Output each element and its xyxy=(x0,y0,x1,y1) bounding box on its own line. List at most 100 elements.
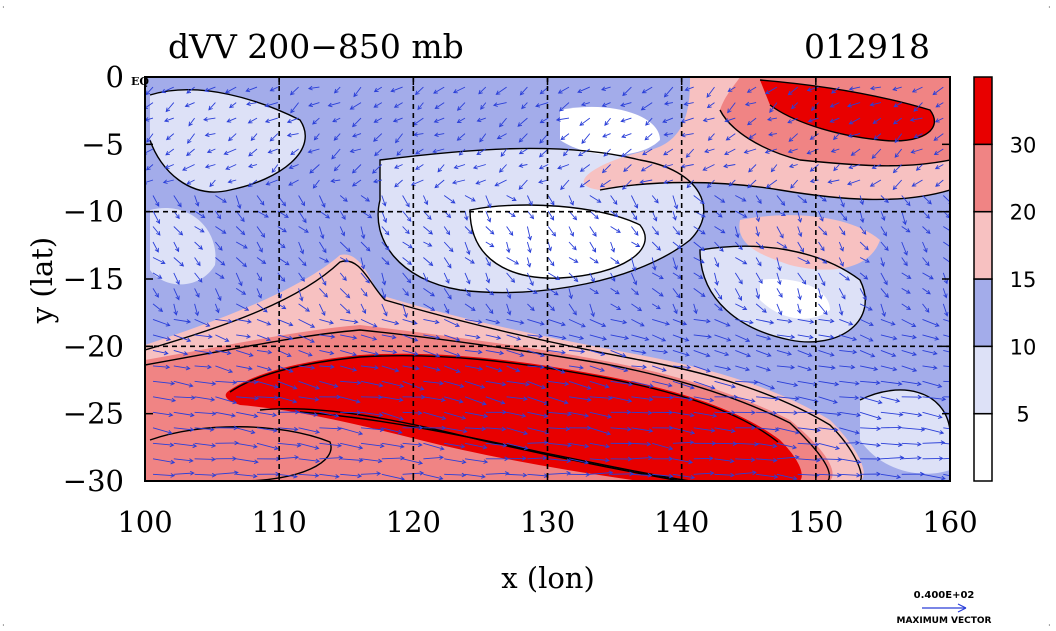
wind-arrow xyxy=(809,164,819,172)
wind-arrow xyxy=(319,364,335,370)
wind-arrow xyxy=(704,148,715,154)
wind-arrow xyxy=(527,318,545,326)
wind-arrow xyxy=(381,272,387,286)
y-axis: 0 −5 −10 −15 −20 −25 −30 EQ xyxy=(63,60,950,498)
wind-arrow xyxy=(437,164,445,173)
wind-arrow xyxy=(693,303,698,315)
wind-arrow xyxy=(204,86,216,93)
wind-arrow xyxy=(922,411,943,419)
wind-arrow xyxy=(809,133,819,140)
wind-arrow xyxy=(402,195,410,208)
wind-arrow xyxy=(943,349,950,353)
wind-arrow xyxy=(922,349,938,356)
wind-arrow xyxy=(194,303,200,317)
wind-arrow xyxy=(776,396,800,401)
wind-arrow xyxy=(480,102,487,110)
wind-arrow xyxy=(829,117,840,123)
wind-arrow xyxy=(506,334,522,341)
y-tick-label: −10 xyxy=(63,195,124,229)
wind-arrow xyxy=(579,117,591,126)
wind-arrow xyxy=(309,164,320,174)
wind-arrow xyxy=(693,195,705,205)
wind-arrow xyxy=(256,318,272,326)
wind-arrow xyxy=(423,241,433,247)
wind-arrow xyxy=(859,396,883,405)
wind-arrow xyxy=(349,148,362,154)
colorbar-swatch xyxy=(973,76,993,146)
wind-arrow xyxy=(527,411,549,419)
wind-arrow xyxy=(610,303,622,310)
wind-arrow xyxy=(290,102,299,114)
wind-arrow xyxy=(631,318,645,327)
wind-arrow xyxy=(246,101,258,107)
wind-arrow xyxy=(901,272,912,279)
wind-arrow xyxy=(639,179,653,184)
wind-arrow xyxy=(152,380,176,386)
wind-arrow xyxy=(152,257,166,264)
wind-arrow xyxy=(423,411,447,421)
wind-arrow xyxy=(539,117,549,124)
wind-arrow xyxy=(464,380,486,389)
wind-arrow xyxy=(734,226,740,239)
wind-arrow xyxy=(423,455,444,460)
wind-arrow xyxy=(714,288,723,300)
wind-arrow xyxy=(152,427,173,435)
wind-arrow xyxy=(360,442,385,449)
wind-arrow xyxy=(396,148,403,156)
wind-arrow xyxy=(360,288,368,297)
wind-arrow xyxy=(869,85,881,91)
wind-arrow xyxy=(747,179,757,189)
wind-arrow xyxy=(152,396,177,403)
wind-arrow xyxy=(485,380,507,387)
wind-arrow xyxy=(631,349,647,355)
wind-arrow xyxy=(818,427,839,433)
wind-arrow xyxy=(152,473,176,478)
wind-arrow xyxy=(423,365,441,372)
wind-arrow xyxy=(797,288,802,301)
wind-arrow xyxy=(434,102,445,110)
wind-arrow xyxy=(298,349,313,357)
wind-arrow xyxy=(706,179,715,189)
wind-arrow xyxy=(506,456,527,461)
wind-arrow xyxy=(319,272,327,286)
contour-region-white xyxy=(470,205,646,279)
x-axis: 100 110 120 130 140 150 160 xyxy=(117,77,978,539)
wind-arrow xyxy=(152,303,164,312)
wind-arrow xyxy=(714,241,724,252)
wind-arrow xyxy=(915,164,923,171)
wind-arrow xyxy=(880,226,887,237)
wind-arrow xyxy=(880,473,902,480)
wind-arrow xyxy=(735,425,756,430)
wind-arrow xyxy=(256,210,269,218)
wind-arrow xyxy=(496,133,507,140)
wind-arrow xyxy=(818,288,823,300)
wind-arrow xyxy=(444,472,467,478)
wind-arrow xyxy=(340,396,361,404)
wind-arrow xyxy=(560,179,570,191)
wind-arrow xyxy=(847,179,861,186)
wind-arrow xyxy=(229,102,237,109)
wind-arrow xyxy=(173,241,180,253)
wind-arrow xyxy=(173,442,198,449)
wind-arrow xyxy=(776,318,793,324)
wind-arrow xyxy=(714,349,730,357)
wind-arrow xyxy=(173,226,184,236)
wind-arrow xyxy=(464,334,481,340)
wind-arrow xyxy=(693,470,715,476)
wind-arrow xyxy=(215,334,230,342)
wind-arrow xyxy=(892,86,902,91)
wind-arrow xyxy=(227,179,237,184)
wind-arrow xyxy=(859,318,874,327)
wind-arrow xyxy=(506,442,529,451)
wind-arrow xyxy=(922,334,940,341)
wind-arrow xyxy=(298,380,320,390)
wind-arrow xyxy=(340,442,364,450)
wind-arrow xyxy=(860,365,879,372)
wind-arrow xyxy=(194,364,212,370)
wind-arrow xyxy=(360,318,378,328)
contour-region-pink xyxy=(739,215,880,270)
wind-arrow xyxy=(519,86,528,96)
wind-arrow xyxy=(423,257,434,267)
wind-arrow xyxy=(527,349,546,358)
wind-arrow xyxy=(830,148,840,153)
